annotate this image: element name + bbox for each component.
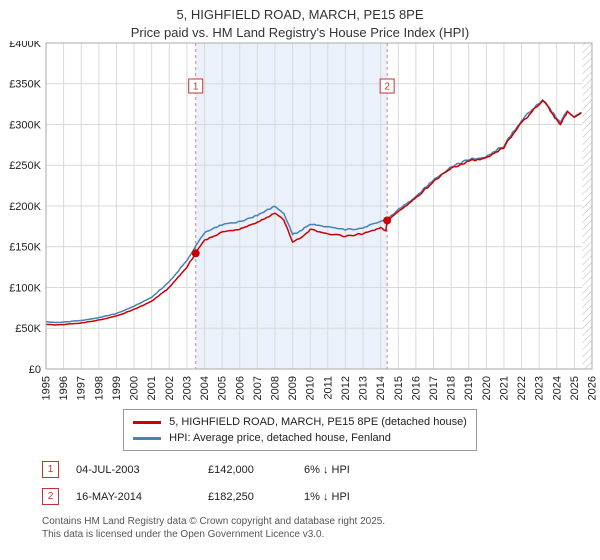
svg-text:£350K: £350K [9,79,41,91]
svg-text:1: 1 [193,82,199,93]
svg-text:1995: 1995 [41,376,53,400]
legend-item-property: 5, HIGHFIELD ROAD, MARCH, PE15 8PE (deta… [133,414,467,430]
sale-annotation-row-2: 2 16-MAY-2014 £182,250 1% ↓ HPI [42,488,600,505]
svg-text:2009: 2009 [287,376,299,400]
legend-label-hpi: HPI: Average price, detached house, Fenl… [169,432,391,444]
svg-text:2003: 2003 [181,376,193,400]
chart-area: 1 2 £0 £50K £100K £150K £200K £250K £300K £350K £4… [0,41,600,409]
sale-hpi-delta-1: 6% ↓ HPI [304,463,350,476]
sale-marker-2: 2 [42,488,59,505]
svg-text:1999: 1999 [111,376,123,400]
svg-text:2021: 2021 [498,376,510,400]
svg-text:£150K: £150K [9,242,41,254]
sale-annotations: 1 04-JUL-2003 £142,000 6% ↓ HPI 2 16-MAY… [42,461,600,505]
svg-text:2026: 2026 [587,376,599,400]
svg-text:2015: 2015 [393,376,405,400]
svg-text:£100K: £100K [9,282,41,294]
footer-line-copyright: Contains HM Land Registry data © Crown c… [42,516,386,527]
svg-text:2004: 2004 [199,376,211,400]
sale-date-2: 16-MAY-2014 [76,490,143,503]
svg-text:2010: 2010 [305,376,317,400]
svg-text:2005: 2005 [217,376,229,400]
legend-item-hpi: HPI: Average price, detached house, Fenl… [133,430,467,446]
svg-text:£200K: £200K [9,201,41,213]
svg-text:2007: 2007 [252,376,264,400]
svg-text:2012: 2012 [340,376,352,400]
svg-text:2022: 2022 [516,376,528,400]
svg-text:2000: 2000 [129,376,141,400]
svg-text:2023: 2023 [534,376,546,400]
svg-text:£300K: £300K [9,119,41,131]
svg-text:2014: 2014 [375,376,387,400]
svg-text:2025: 2025 [569,376,581,400]
legend-swatch-property [133,420,162,424]
sale-price-2: £182,250 [208,490,254,503]
svg-text:2008: 2008 [269,376,281,400]
footer: Contains HM Land Registry data © Crown c… [42,515,600,541]
svg-text:£0: £0 [29,364,41,376]
svg-text:1996: 1996 [58,376,70,400]
svg-text:2006: 2006 [234,376,246,400]
legend: 5, HIGHFIELD ROAD, MARCH, PE15 8PE (deta… [123,409,477,451]
svg-text:2013: 2013 [358,376,370,400]
chart-subtitle: Price paid vs. HM Land Registry's House … [130,25,470,40]
svg-text:£50K: £50K [15,323,41,335]
svg-text:2016: 2016 [410,376,422,400]
legend-swatch-hpi [133,436,162,440]
chart-title: 5, HIGHFIELD ROAD, MARCH, PE15 8PE [176,7,424,22]
price-history-chart: 1 2 £0 £50K £100K £150K £200K £250K £300K £350K £4… [9,41,599,400]
svg-text:2011: 2011 [322,376,334,400]
sale-price-1: £142,000 [208,463,254,476]
svg-text:2001: 2001 [146,376,158,400]
svg-text:2: 2 [384,82,390,93]
svg-text:£250K: £250K [9,160,41,172]
svg-text:2002: 2002 [164,376,176,400]
sale-annotation-row-1: 1 04-JUL-2003 £142,000 6% ↓ HPI [42,461,600,478]
sale-marker-1: 1 [42,461,59,478]
svg-text:1997: 1997 [76,376,88,400]
footer-line-licence: This data is licensed under the Open Gov… [42,529,325,540]
svg-text:2019: 2019 [463,376,475,400]
svg-text:1998: 1998 [93,376,105,400]
svg-text:£400K: £400K [9,41,41,50]
svg-text:2024: 2024 [551,376,563,400]
svg-text:2017: 2017 [428,376,440,400]
svg-text:2020: 2020 [481,376,493,400]
legend-label-property: 5, HIGHFIELD ROAD, MARCH, PE15 8PE (deta… [169,416,467,428]
sale-hpi-delta-2: 1% ↓ HPI [304,490,350,503]
svg-text:2018: 2018 [446,376,458,400]
sale-date-1: 04-JUL-2003 [76,463,140,476]
